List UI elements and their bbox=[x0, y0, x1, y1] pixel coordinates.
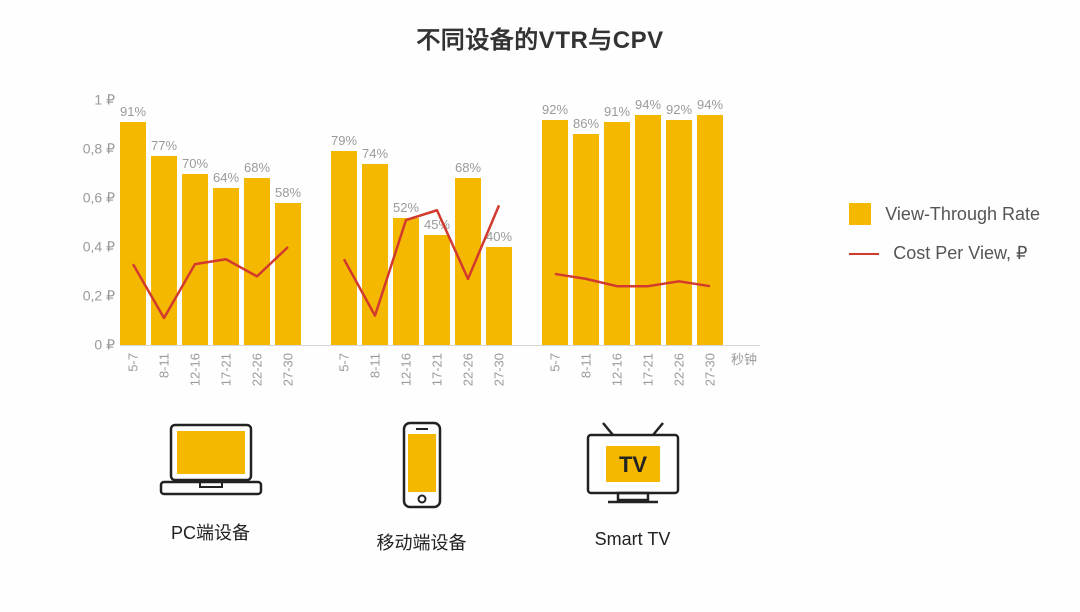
device-row: PC端设备 移动端设备 TV Smart TV bbox=[120, 420, 760, 590]
device-label: Smart TV bbox=[573, 529, 693, 550]
svg-text:TV: TV bbox=[618, 452, 646, 477]
y-tick: 1 ₽ bbox=[94, 92, 115, 109]
bar bbox=[542, 120, 568, 345]
page-title: 不同设备的VTR与CPV bbox=[0, 20, 1080, 55]
legend-vtr: View-Through Rate bbox=[849, 203, 1040, 225]
bar-label: 86% bbox=[573, 116, 599, 131]
bar-label: 40% bbox=[486, 229, 512, 244]
x-tick-label: 22-26 bbox=[250, 353, 265, 386]
y-axis: 0 ₽0,2 ₽0,4 ₽0,6 ₽0,8 ₽1 ₽ bbox=[60, 100, 115, 345]
bar bbox=[120, 122, 146, 345]
legend-cpv-label: Cost Per View, ₽ bbox=[893, 243, 1027, 264]
x-tick-label: 27-30 bbox=[281, 353, 296, 386]
bar bbox=[455, 178, 481, 345]
x-tick-label: 22-26 bbox=[461, 353, 476, 386]
bar bbox=[151, 156, 177, 345]
device-label: PC端设备 bbox=[151, 519, 271, 545]
x-axis-line bbox=[120, 345, 760, 346]
bar-label: 68% bbox=[455, 160, 481, 175]
bar bbox=[244, 178, 270, 345]
bar bbox=[393, 218, 419, 345]
bar-label: 94% bbox=[635, 97, 661, 112]
bar-label: 91% bbox=[120, 104, 146, 119]
y-tick: 0,4 ₽ bbox=[83, 239, 115, 256]
laptop-icon bbox=[151, 420, 271, 505]
bar bbox=[666, 120, 692, 345]
bar bbox=[635, 115, 661, 345]
group-mobile: 79% 74% 52% 45% 68% 40% bbox=[331, 100, 512, 345]
bar-label: 79% bbox=[331, 133, 357, 148]
bar bbox=[331, 151, 357, 345]
device-pc: PC端设备 bbox=[151, 420, 271, 545]
x-tick-label: 27-30 bbox=[492, 353, 507, 386]
x-tick-label: 12-16 bbox=[610, 353, 625, 386]
bar-label: 77% bbox=[151, 138, 177, 153]
bar-label: 52% bbox=[393, 200, 419, 215]
bar bbox=[424, 235, 450, 345]
x-tick-label: 8-11 bbox=[579, 353, 594, 378]
x-tick-label: 5-7 bbox=[548, 353, 563, 372]
device-tv: TV Smart TV bbox=[573, 420, 693, 550]
legend-vtr-label: View-Through Rate bbox=[885, 204, 1040, 225]
x-tick-label: 17-21 bbox=[430, 353, 445, 386]
legend: View-Through Rate Cost Per View, ₽ bbox=[849, 185, 1040, 282]
bar-label: 58% bbox=[275, 185, 301, 200]
bar bbox=[213, 188, 239, 345]
x-tick-label: 12-16 bbox=[188, 353, 203, 386]
bar-swatch-icon bbox=[849, 203, 871, 225]
bar-label: 92% bbox=[542, 102, 568, 117]
x-tick-label: 17-21 bbox=[641, 353, 656, 386]
bar bbox=[573, 134, 599, 345]
group-pc: 91% 77% 70% 64% 68% 58% bbox=[120, 100, 301, 345]
bar-label: 68% bbox=[244, 160, 270, 175]
bar-label: 45% bbox=[424, 217, 450, 232]
group-tv: 92% 86% 91% 94% 92% 94% bbox=[542, 100, 723, 345]
x-tick-label: 27-30 bbox=[703, 353, 718, 386]
phone-icon bbox=[362, 420, 482, 515]
bar bbox=[604, 122, 630, 345]
tv-icon: TV bbox=[573, 420, 693, 515]
x-tick-label: 8-11 bbox=[368, 353, 383, 378]
x-tick-label: 22-26 bbox=[672, 353, 687, 386]
device-label: 移动端设备 bbox=[362, 529, 482, 555]
line-swatch-icon bbox=[849, 253, 879, 255]
x-tick-label: 12-16 bbox=[399, 353, 414, 386]
bar-label: 94% bbox=[697, 97, 723, 112]
legend-cpv: Cost Per View, ₽ bbox=[849, 243, 1040, 264]
bar-label: 64% bbox=[213, 170, 239, 185]
bar bbox=[697, 115, 723, 345]
x-tick-label: 8-11 bbox=[157, 353, 172, 378]
bar-label: 91% bbox=[604, 104, 630, 119]
x-axis-unit: 秒钟 bbox=[731, 349, 757, 368]
device-mobile: 移动端设备 bbox=[362, 420, 482, 555]
x-tick-label: 5-7 bbox=[337, 353, 352, 372]
y-tick: 0 ₽ bbox=[94, 337, 115, 354]
bar-label: 92% bbox=[666, 102, 692, 117]
bar bbox=[362, 164, 388, 345]
bar bbox=[486, 247, 512, 345]
bar bbox=[275, 203, 301, 345]
bar-label: 74% bbox=[362, 146, 388, 161]
plot-area: 91%77%70%64%68%58%5-78-1112-1617-2122-26… bbox=[120, 100, 760, 345]
y-tick: 0,8 ₽ bbox=[83, 141, 115, 158]
y-tick: 0,2 ₽ bbox=[83, 288, 115, 305]
bar-label: 70% bbox=[182, 156, 208, 171]
bar bbox=[182, 174, 208, 346]
x-tick-label: 17-21 bbox=[219, 353, 234, 386]
y-tick: 0,6 ₽ bbox=[83, 190, 115, 207]
x-tick-label: 5-7 bbox=[126, 353, 141, 372]
chart: 0 ₽0,2 ₽0,4 ₽0,6 ₽0,8 ₽1 ₽ 91%77%70%64%6… bbox=[60, 100, 780, 390]
